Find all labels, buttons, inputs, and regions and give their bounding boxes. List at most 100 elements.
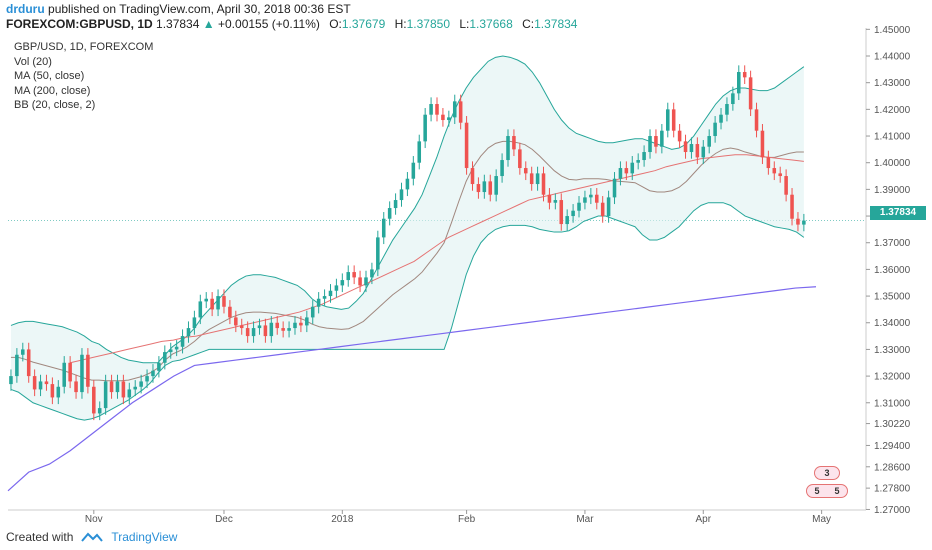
- candle-body: [618, 168, 623, 179]
- candle-body: [441, 114, 445, 121]
- events-marker-top[interactable]: 3: [812, 466, 842, 480]
- close-label: C:: [522, 17, 535, 31]
- open-label: O:: [329, 17, 342, 31]
- moving-averages: [7, 154, 817, 492]
- candle-body: [352, 272, 356, 278]
- bollinger-bands: [10, 55, 805, 421]
- candle-body: [287, 328, 291, 331]
- candle-body: [571, 210, 575, 217]
- events-count-right: 5: [834, 486, 840, 496]
- created-with-label: Created with: [6, 530, 74, 544]
- candle-body: [654, 136, 658, 147]
- candle-body: [500, 160, 504, 177]
- candle-body: [512, 136, 516, 150]
- candle-body: [523, 168, 528, 174]
- x-tick-label: Nov: [85, 514, 103, 525]
- change-value: +0.00155 (+0.11%): [218, 17, 320, 31]
- candle-body: [133, 386, 137, 390]
- candle-body: [559, 200, 564, 225]
- tradingview-brand[interactable]: TradingView: [111, 530, 178, 544]
- candle-body: [748, 77, 753, 110]
- candle-body: [713, 122, 717, 137]
- events-count-left: 5: [814, 486, 820, 496]
- x-tick-label: May: [812, 514, 831, 525]
- candle-body: [281, 328, 285, 331]
- candle-body: [68, 362, 72, 382]
- legend-symbol[interactable]: GBP/USD, 1D, FOREXCOM: [14, 41, 154, 53]
- legend-bb[interactable]: BB (20, close, 2): [14, 99, 96, 111]
- author-name[interactable]: drduru: [6, 2, 45, 16]
- events-marker-bottom[interactable]: 5 5: [806, 484, 848, 498]
- candle-body: [665, 109, 670, 131]
- candle-body: [163, 352, 167, 363]
- y-tick-label: 1.31000: [874, 398, 911, 409]
- candle-body: [624, 168, 629, 174]
- candle-body: [38, 381, 43, 390]
- candle-body: [594, 194, 599, 203]
- candle-body: [139, 381, 143, 387]
- candle-body: [476, 184, 481, 193]
- ma200-line: [7, 286, 817, 492]
- candle-body: [399, 189, 404, 201]
- candle-body: [74, 381, 78, 393]
- published-text: published on TradingView.com, April 30, …: [48, 2, 351, 16]
- candle-body: [671, 109, 676, 131]
- candle-body: [447, 117, 451, 121]
- candle-body: [802, 220, 806, 225]
- candle-body: [62, 362, 66, 387]
- y-tick-label: 1.45000: [874, 25, 911, 36]
- y-tick-label: 1.33000: [874, 345, 911, 356]
- candle-body: [151, 370, 155, 377]
- candle-body: [737, 72, 741, 94]
- candle-body: [305, 317, 309, 326]
- candle-body: [32, 376, 37, 390]
- candle-body: [683, 141, 688, 153]
- legend-ma50[interactable]: MA (50, close): [14, 70, 85, 82]
- open-value: 1.37679: [341, 17, 386, 31]
- candle-body: [245, 328, 250, 337]
- candlesticks: [9, 65, 806, 421]
- candle-body: [689, 144, 694, 153]
- y-tick-label: 1.35000: [874, 292, 911, 303]
- y-tick-label: 1.29400: [874, 441, 911, 452]
- candle-body: [86, 354, 90, 387]
- y-tick-label: 1.27000: [874, 505, 911, 516]
- candle-body: [677, 130, 682, 142]
- candle-body: [695, 144, 700, 158]
- candle-body: [228, 306, 232, 318]
- candle-body: [482, 181, 487, 193]
- candle-body: [293, 322, 297, 329]
- y-tick-label: 1.28600: [874, 462, 911, 473]
- price-chart[interactable]: 1.45000 1.44000 1.43000 1.42000 1.41000 1.400…: [0, 0, 932, 528]
- candle-body: [784, 176, 788, 195]
- candle-body: [115, 381, 120, 393]
- candle-body: [405, 178, 410, 190]
- candle-body: [636, 160, 640, 163]
- y-tick-label: 1.34000: [874, 318, 911, 329]
- candle-body: [535, 173, 540, 185]
- candle-body: [157, 362, 161, 371]
- y-tick-label: 1.44000: [874, 52, 911, 63]
- candle-body: [364, 277, 368, 286]
- candle-body: [529, 173, 534, 185]
- y-tick-label: 1.43000: [874, 78, 911, 89]
- indicator-legend: GBP/USD, 1D, FOREXCOM Vol (20) MA (50, c…: [14, 40, 153, 113]
- candle-body: [435, 104, 439, 115]
- candle-body: [423, 114, 427, 142]
- candle-body: [387, 208, 392, 219]
- last-price: 1.37834: [156, 17, 200, 31]
- legend-ma200[interactable]: MA (200, close): [14, 84, 91, 97]
- bb-lower-line: [10, 202, 805, 421]
- x-tick-label: Dec: [215, 514, 233, 525]
- y-tick-label: 1.32000: [874, 372, 911, 383]
- ma50-line: [70, 154, 804, 364]
- candle-body: [92, 386, 96, 414]
- candle-body: [494, 176, 498, 195]
- high-value: 1.37850: [406, 17, 450, 31]
- candle-body: [251, 328, 256, 337]
- y-tick-label: 1.30220: [874, 419, 911, 430]
- legend-volume[interactable]: Vol (20): [14, 55, 52, 68]
- candle-body: [50, 384, 55, 398]
- candle-body: [772, 168, 777, 174]
- candle-body: [506, 136, 510, 161]
